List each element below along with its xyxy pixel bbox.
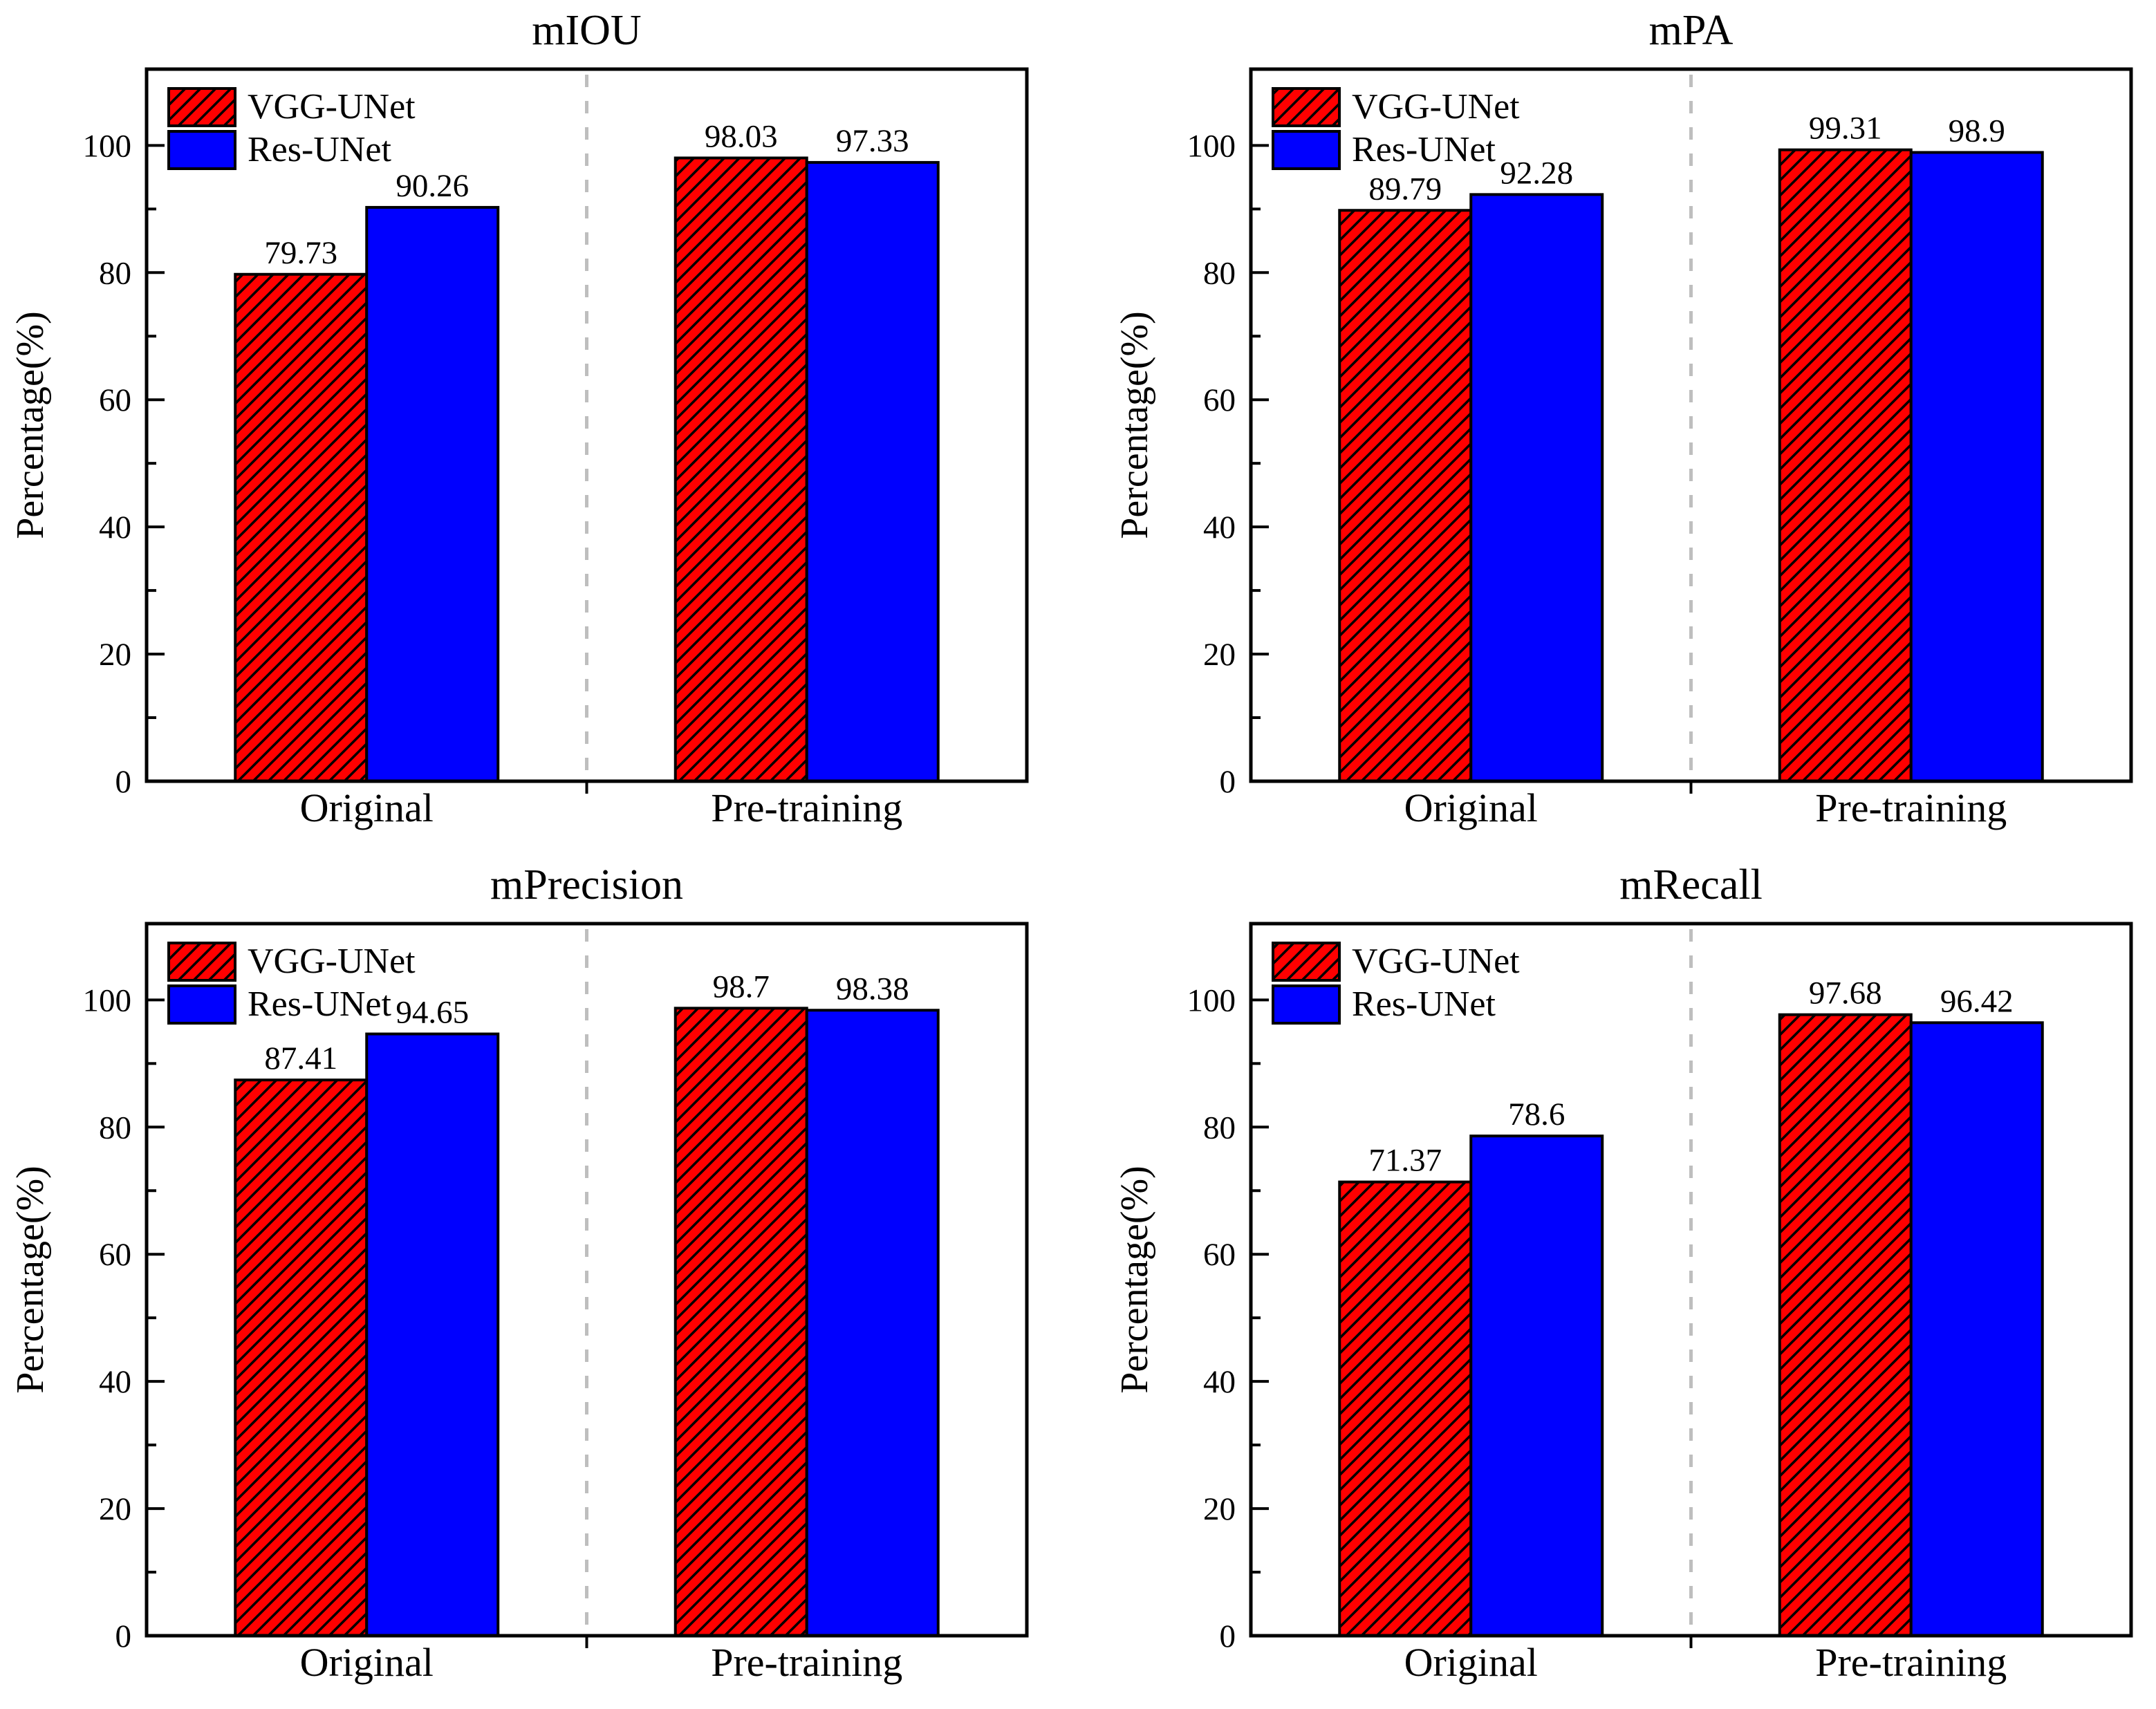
bar-vgg-unet	[1778, 1013, 1913, 1637]
legend-swatch-vgg-unet	[1272, 942, 1341, 982]
bar-value-label: 98.03	[705, 118, 778, 154]
y-tick-label: 80	[1203, 1110, 1236, 1146]
legend-swatch-res-unet	[1272, 130, 1341, 170]
legend-label-vgg-unet: VGG-UNet	[248, 87, 416, 127]
x-category-label: Pre-training	[1815, 1640, 2007, 1685]
legend-swatch-vgg-unet	[167, 87, 236, 127]
y-tick-label: 0	[1220, 1618, 1236, 1654]
bar-vgg-unet	[673, 1007, 808, 1637]
bar-value-label: 98.7	[713, 969, 770, 1005]
bar-value-label: 87.41	[264, 1040, 337, 1076]
y-tick-label: 60	[99, 1237, 131, 1273]
bar-res-unet	[805, 160, 940, 783]
bar-value-label: 99.31	[1809, 111, 1882, 147]
y-tick-label: 20	[1203, 1491, 1236, 1527]
y-tick-label: 100	[1187, 982, 1236, 1018]
y-tick-label: 80	[1203, 255, 1236, 291]
chart-title: mRecall	[1619, 861, 1763, 908]
y-axis-label: Percentage(%)	[9, 311, 52, 539]
bar-value-label: 98.9	[1949, 113, 2005, 149]
y-tick-label: 0	[1220, 764, 1236, 800]
bar-res-unet	[805, 1009, 940, 1637]
bar-value-label: 78.6	[1508, 1096, 1565, 1132]
bar-chart-svg: mPA 89.79 92.28 Original 99.31 98.9 Pre-traini…	[1113, 7, 2133, 830]
y-tick-label: 0	[115, 764, 132, 800]
chart-title: mPrecision	[490, 861, 683, 908]
chart-panel-mpa: mPA 89.79 92.28 Original 99.31 98.9 Pre-traini…	[1078, 0, 2156, 854]
x-category-label: Pre-training	[711, 1640, 902, 1685]
bar-value-label: 98.38	[836, 971, 909, 1007]
legend-swatch-res-unet	[167, 984, 236, 1025]
y-tick-label: 20	[99, 637, 131, 673]
chart-panel-mprecision: mPrecision 87.41 94.65 Original 98.7 98.38 Pre…	[0, 854, 1078, 1709]
x-category-label: Pre-training	[711, 785, 902, 830]
y-tick-label: 40	[1203, 1364, 1236, 1400]
bar-res-unet	[1909, 151, 2044, 783]
y-tick-label: 20	[1203, 637, 1236, 673]
y-tick-label: 40	[1203, 510, 1236, 545]
y-tick-label: 60	[1203, 382, 1236, 418]
y-axis-label: Percentage(%)	[9, 1166, 52, 1394]
chart-title: mPA	[1649, 7, 1734, 54]
legend-label-vgg-unet: VGG-UNet	[248, 942, 416, 981]
bar-vgg-unet	[234, 1078, 369, 1637]
bar-value-label: 94.65	[396, 995, 469, 1031]
y-tick-label: 40	[99, 510, 131, 545]
legend-swatch-vgg-unet	[167, 942, 236, 982]
bar-value-label: 90.26	[396, 168, 469, 204]
y-tick-label: 100	[1187, 128, 1236, 164]
legend-label-res-unet: Res-UNet	[248, 130, 392, 169]
bar-vgg-unet	[234, 272, 369, 783]
bar-res-unet	[1909, 1021, 2044, 1638]
y-tick-label: 100	[83, 982, 132, 1018]
legend-swatch-res-unet	[167, 130, 236, 170]
bar-vgg-unet	[1338, 209, 1473, 783]
legend-swatch-vgg-unet	[1272, 87, 1341, 127]
y-axis-label: Percentage(%)	[1113, 1166, 1156, 1394]
legend-label-res-unet: Res-UNet	[1352, 984, 1496, 1024]
y-axis-label: Percentage(%)	[1113, 311, 1156, 539]
y-tick-label: 0	[115, 1618, 132, 1654]
y-tick-label: 80	[99, 1110, 131, 1146]
legend-label-vgg-unet: VGG-UNet	[1352, 942, 1520, 981]
legend-label-res-unet: Res-UNet	[1352, 130, 1496, 169]
legend-label-vgg-unet: VGG-UNet	[1352, 87, 1520, 127]
bar-vgg-unet	[673, 156, 808, 783]
x-category-label: Original	[300, 785, 434, 830]
y-tick-label: 60	[99, 382, 131, 418]
bar-value-label: 96.42	[1940, 983, 2014, 1019]
x-category-label: Original	[1404, 785, 1538, 830]
bar-chart-svg: mIOU 79.73 90.26 Original 98.03 97.33 Pre-trai…	[9, 7, 1029, 830]
bar-value-label: 79.73	[264, 235, 337, 271]
bar-res-unet	[1469, 193, 1604, 783]
bar-vgg-unet	[1778, 148, 1913, 783]
bar-value-label: 97.33	[836, 123, 909, 159]
legend-swatch-res-unet	[1272, 984, 1341, 1025]
bar-value-label: 97.68	[1809, 975, 1882, 1011]
chart-title: mIOU	[532, 7, 641, 54]
x-category-label: Original	[300, 1640, 434, 1685]
bar-chart-svg: mRecall 71.37 78.6 Original 97.68 96.42 Pre-tr…	[1113, 861, 2133, 1685]
bar-res-unet	[365, 205, 500, 783]
x-category-label: Original	[1404, 1640, 1538, 1685]
bar-vgg-unet	[1338, 1180, 1473, 1637]
y-tick-label: 80	[99, 255, 131, 291]
bar-res-unet	[365, 1032, 500, 1637]
y-tick-label: 40	[99, 1364, 131, 1400]
bar-value-label: 71.37	[1368, 1143, 1442, 1179]
y-tick-label: 20	[99, 1491, 131, 1527]
chart-panel-miou: mIOU 79.73 90.26 Original 98.03 97.33 Pre-trai…	[0, 0, 1078, 854]
bar-chart-svg: mPrecision 87.41 94.65 Original 98.7 98.38 Pre…	[9, 861, 1029, 1685]
x-category-label: Pre-training	[1815, 785, 2007, 830]
legend-label-res-unet: Res-UNet	[248, 984, 392, 1024]
bar-res-unet	[1469, 1134, 1604, 1637]
y-tick-label: 60	[1203, 1237, 1236, 1273]
y-tick-label: 100	[83, 128, 132, 164]
chart-panel-mrecall: mRecall 71.37 78.6 Original 97.68 96.42 Pre-tr…	[1078, 854, 2156, 1709]
bar-value-label: 92.28	[1500, 155, 1573, 191]
bar-value-label: 89.79	[1368, 171, 1442, 207]
